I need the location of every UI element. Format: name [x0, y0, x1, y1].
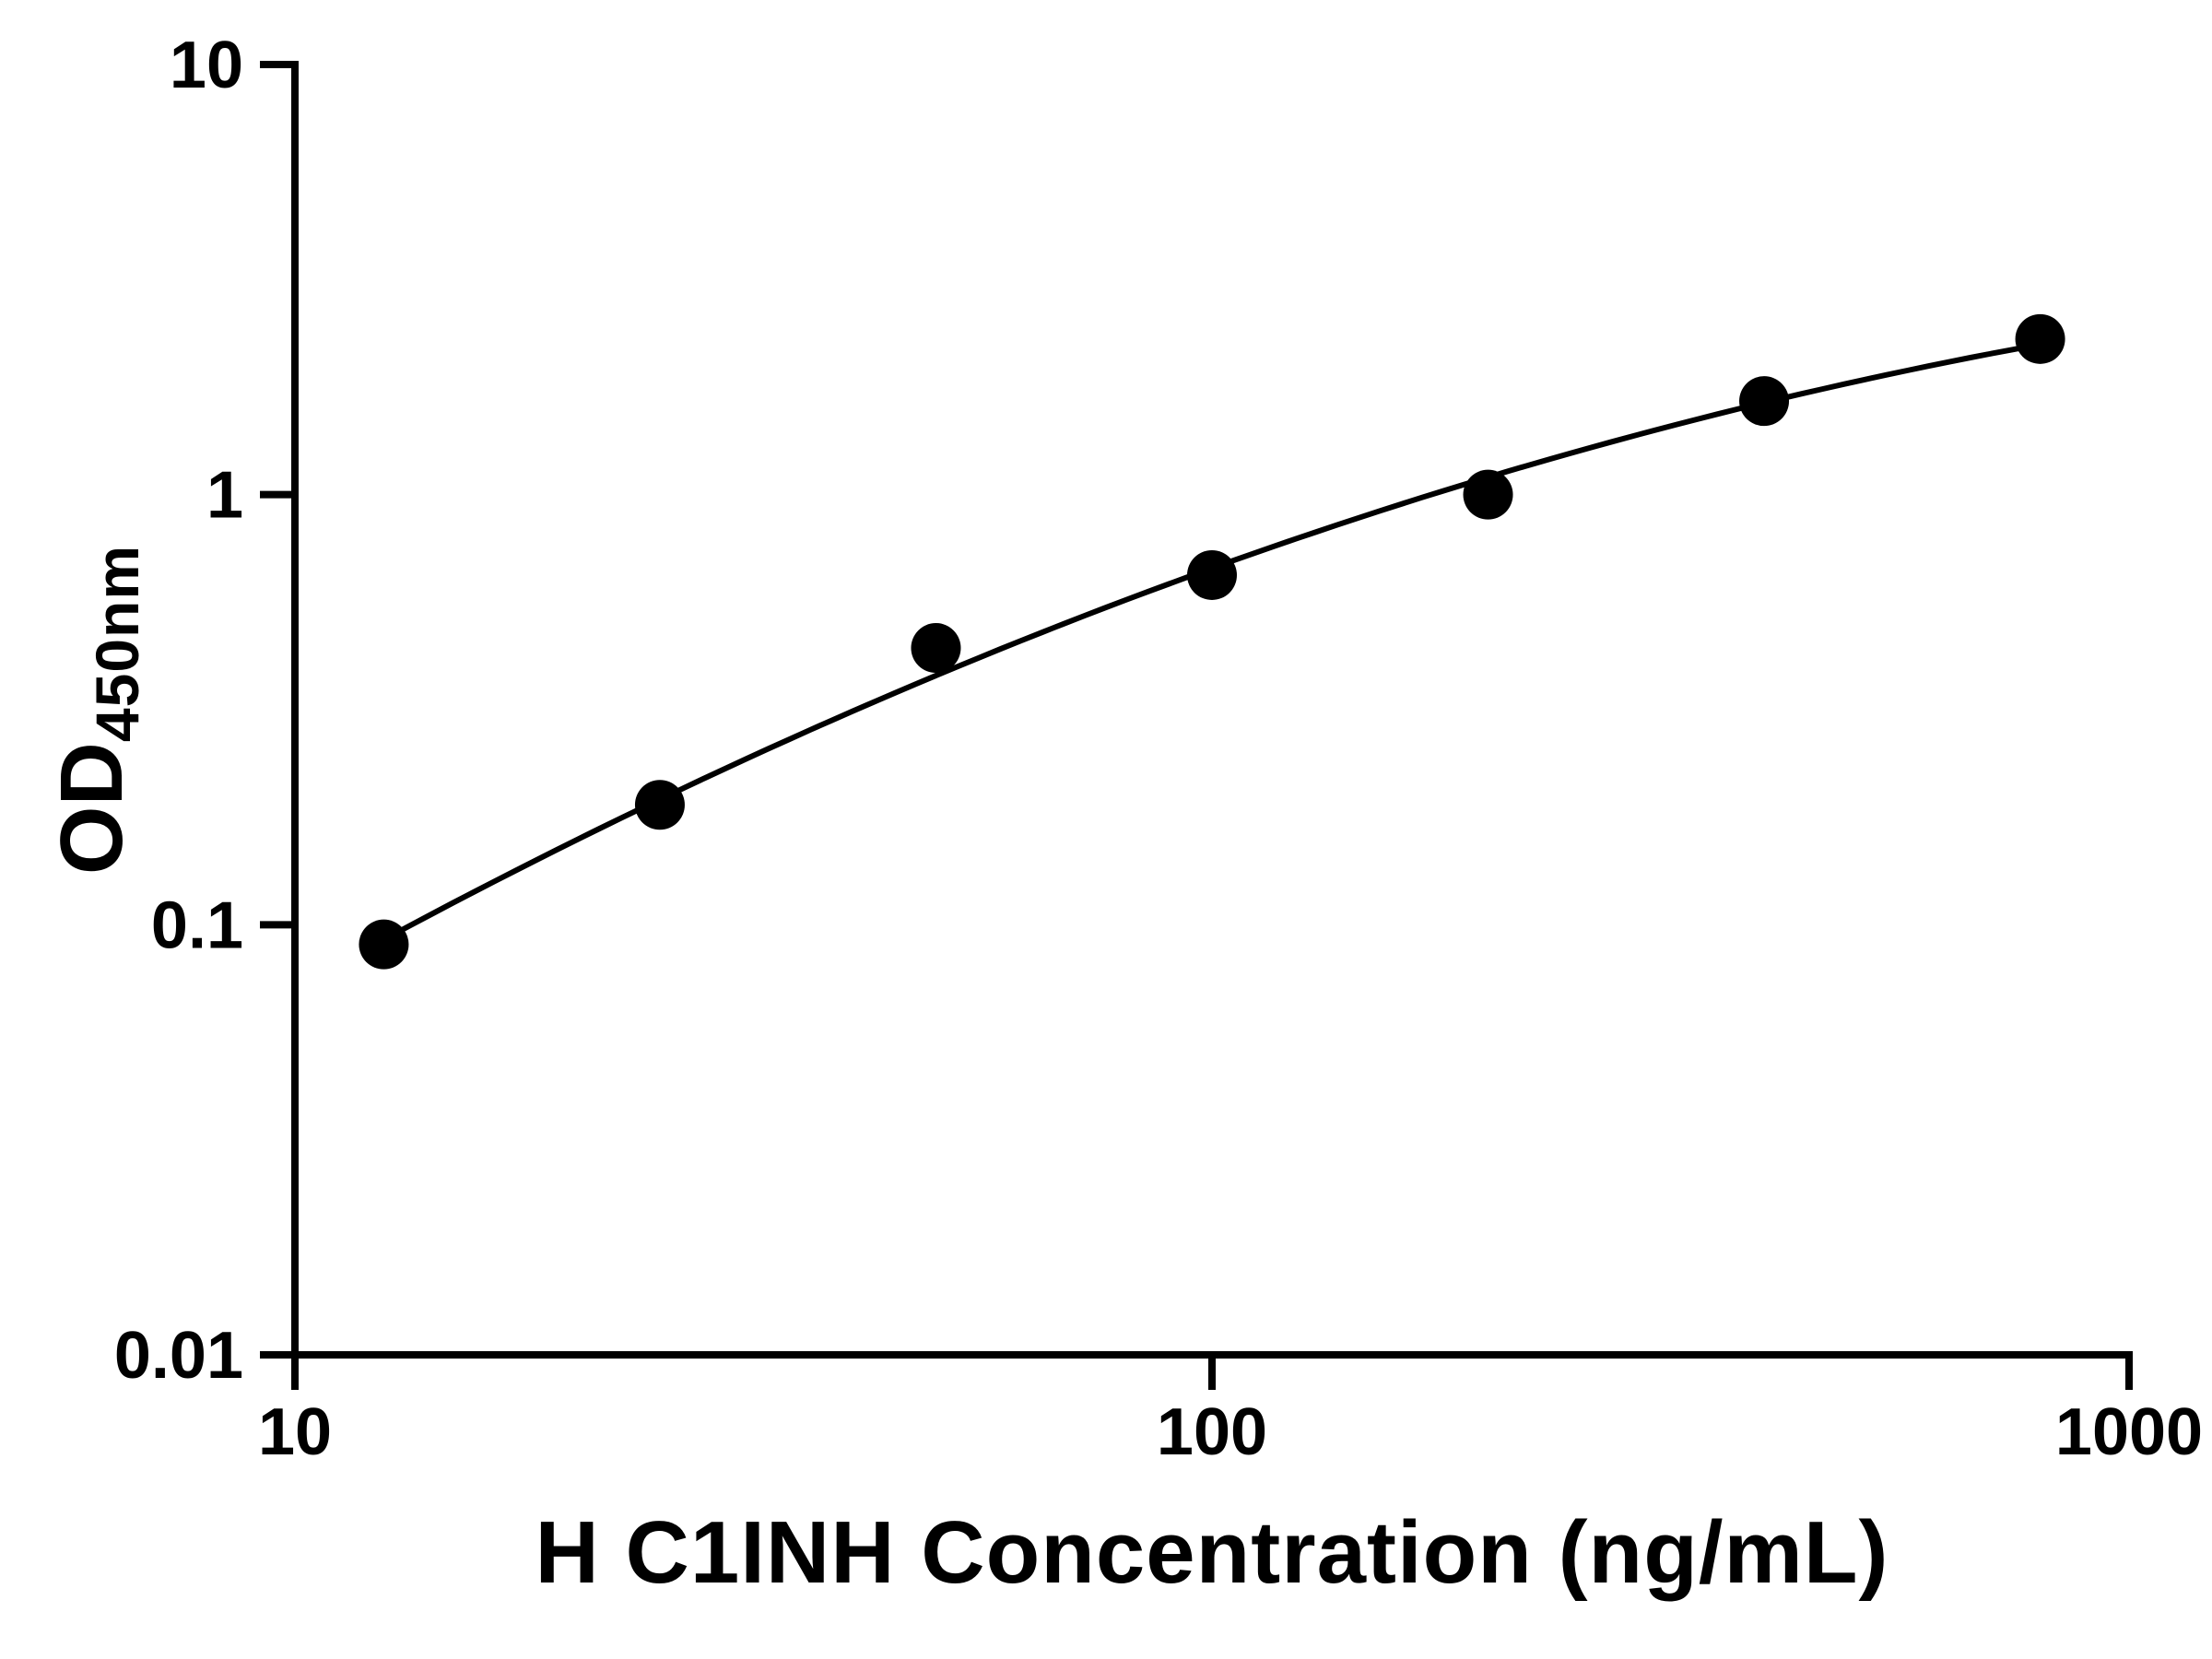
data-point: [1187, 549, 1237, 600]
y-axis-tick-label: 10: [170, 29, 243, 102]
y-axis-tick-label: 1: [206, 459, 243, 533]
data-point: [2015, 313, 2065, 364]
x-axis-title: H C1INH Concentration (ng/mL): [535, 1503, 1889, 1602]
x-axis-tick-label: 10: [258, 1395, 332, 1469]
y-axis-title-main: OD: [41, 742, 141, 876]
data-point: [911, 623, 961, 674]
data-point: [1739, 376, 1790, 427]
y-axis-tick-label: 0.01: [114, 1319, 243, 1393]
y-axis-tick-label: 0.1: [151, 888, 243, 962]
data-point: [1463, 469, 1513, 520]
x-axis-tick-label: 1000: [2055, 1395, 2203, 1469]
data-point: [634, 780, 685, 830]
data-point: [359, 919, 409, 970]
y-axis-title-subscript: 450nm: [83, 544, 152, 743]
x-axis-tick-label: 100: [1157, 1395, 1267, 1469]
y-axis-title: OD450nm: [41, 545, 152, 875]
fit-curve: [364, 338, 2058, 951]
